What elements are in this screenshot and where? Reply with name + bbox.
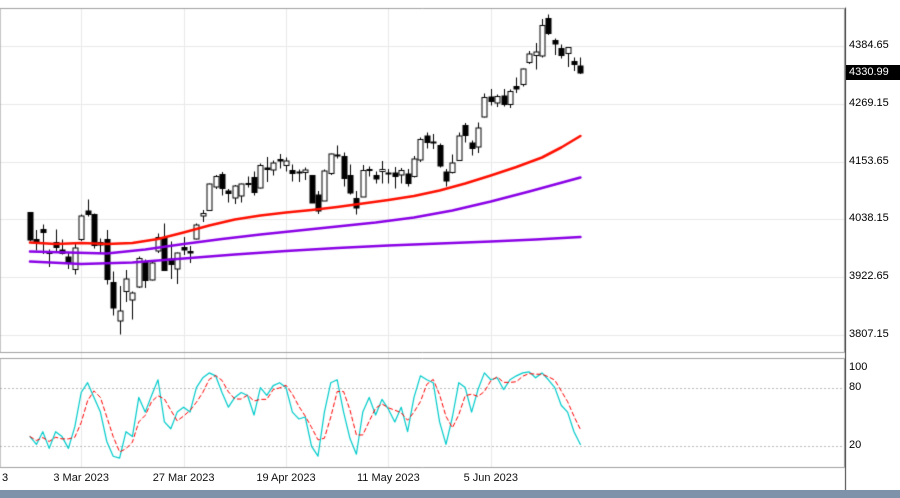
bottom-scrollbar[interactable]	[0, 490, 900, 498]
current-price-badge: 4330.99	[846, 65, 900, 80]
panel-splitter[interactable]	[0, 352, 845, 358]
